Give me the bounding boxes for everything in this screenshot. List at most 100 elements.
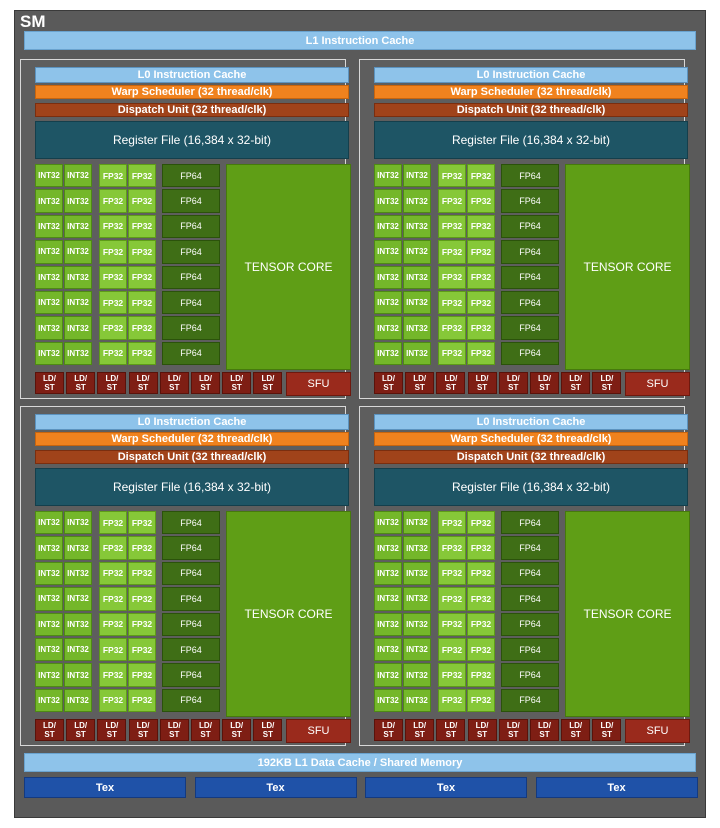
fp32-unit: FP32 — [438, 612, 466, 636]
int32-unit: INT32 — [35, 341, 63, 366]
processing-block-1: L0 Instruction Cache Warp Scheduler (32 t… — [20, 59, 351, 399]
int32-unit: INT32 — [64, 638, 92, 662]
tensor-core: TENSOR CORE — [226, 511, 351, 717]
fp64-unit: FP64 — [501, 341, 559, 366]
fp32-unit: FP32 — [128, 341, 156, 366]
ld-st-unit: LD/ ST — [467, 372, 497, 394]
fp32-unit: FP32 — [467, 341, 495, 366]
warp-scheduler: Warp Scheduler (32 thread/clk) — [374, 85, 688, 99]
ld-st-unit: LD/ ST — [191, 372, 220, 394]
fp32-unit: FP32 — [467, 536, 495, 560]
fp64-unit: FP64 — [162, 688, 220, 713]
warp-scheduler: Warp Scheduler (32 thread/clk) — [35, 85, 349, 99]
int32-unit: INT32 — [35, 291, 63, 315]
register-file: Register File (16,384 x 32-bit) — [374, 468, 688, 506]
fp32-unit: FP32 — [467, 164, 495, 188]
fp32-unit: FP32 — [128, 638, 156, 662]
processing-block-2: L0 Instruction Cache Warp Scheduler (32 t… — [359, 59, 690, 399]
ld-st-unit: LD/ ST — [97, 372, 127, 394]
int32-unit: INT32 — [35, 164, 63, 188]
ld-st-unit: LD/ ST — [159, 372, 189, 394]
int32-unit: INT32 — [374, 536, 402, 560]
int32-unit: INT32 — [64, 612, 92, 636]
texture-unit-2: Tex — [194, 777, 357, 798]
fp32-unit: FP32 — [467, 240, 495, 264]
processing-block-4: L0 Instruction Cache Warp Scheduler (32 t… — [359, 406, 690, 746]
int32-unit: INT32 — [403, 265, 431, 289]
int32-unit: INT32 — [403, 561, 431, 586]
processing-block-3: L0 Instruction Cache Warp Scheduler (32 t… — [20, 406, 351, 746]
int32-unit: INT32 — [374, 663, 402, 687]
fp32-unit: FP32 — [99, 638, 127, 662]
int32-unit: INT32 — [403, 536, 431, 560]
fp32-unit: FP32 — [128, 587, 156, 611]
ld-st-unit: LD/ ST — [530, 719, 559, 741]
int32-unit: INT32 — [403, 612, 431, 636]
int32-unit: INT32 — [374, 612, 402, 636]
fp32-unit: FP32 — [99, 214, 127, 239]
fp32-unit: FP32 — [467, 612, 495, 636]
fp32-unit: FP32 — [438, 316, 466, 340]
fp64-unit: FP64 — [501, 291, 559, 315]
fp32-unit: FP32 — [99, 240, 127, 264]
ld-st-unit: LD/ ST — [436, 719, 466, 741]
int32-unit: INT32 — [35, 265, 63, 289]
fp32-unit: FP32 — [128, 561, 156, 586]
ld-st-unit: LD/ ST — [405, 372, 435, 394]
int32-unit: INT32 — [35, 189, 63, 213]
int32-unit: INT32 — [403, 663, 431, 687]
register-file: Register File (16,384 x 32-bit) — [35, 468, 349, 506]
fp32-unit: FP32 — [128, 189, 156, 213]
fp32-unit: FP32 — [438, 341, 466, 366]
dispatch-unit: Dispatch Unit (32 thread/clk) — [35, 103, 349, 117]
int32-unit: INT32 — [64, 536, 92, 560]
int32-unit: INT32 — [35, 587, 63, 611]
warp-scheduler: Warp Scheduler (32 thread/clk) — [35, 432, 349, 446]
int32-unit: INT32 — [35, 688, 63, 713]
fp32-unit: FP32 — [438, 536, 466, 560]
int32-unit: INT32 — [35, 240, 63, 264]
dispatch-unit: Dispatch Unit (32 thread/clk) — [374, 103, 688, 117]
fp32-unit: FP32 — [438, 240, 466, 264]
fp64-unit: FP64 — [501, 638, 559, 662]
ld-st-unit: LD/ ST — [498, 719, 528, 741]
ld-st-unit: LD/ ST — [222, 372, 252, 394]
fp32-unit: FP32 — [438, 189, 466, 213]
fp64-unit: FP64 — [162, 291, 220, 315]
fp32-unit: FP32 — [99, 536, 127, 560]
int32-unit: INT32 — [374, 214, 402, 239]
fp32-unit: FP32 — [467, 189, 495, 213]
fp64-unit: FP64 — [501, 587, 559, 611]
int32-unit: INT32 — [403, 587, 431, 611]
fp32-unit: FP32 — [128, 536, 156, 560]
fp64-unit: FP64 — [162, 561, 220, 586]
fp32-unit: FP32 — [99, 316, 127, 340]
fp32-unit: FP32 — [128, 663, 156, 687]
int32-unit: INT32 — [35, 214, 63, 239]
int32-unit: INT32 — [64, 316, 92, 340]
int32-unit: INT32 — [35, 612, 63, 636]
int32-unit: INT32 — [374, 316, 402, 340]
tensor-core: TENSOR CORE — [565, 511, 690, 717]
sfu-unit: SFU — [286, 372, 351, 396]
int32-unit: INT32 — [403, 240, 431, 264]
sfu-unit: SFU — [625, 372, 690, 396]
sm-label: SM — [20, 12, 46, 31]
int32-unit: INT32 — [64, 511, 92, 535]
int32-unit: INT32 — [35, 511, 63, 535]
fp32-unit: FP32 — [128, 265, 156, 289]
fp64-unit: FP64 — [501, 214, 559, 239]
l1-instruction-cache: L1 Instruction Cache — [24, 31, 696, 50]
int32-unit: INT32 — [374, 341, 402, 366]
int32-unit: INT32 — [374, 561, 402, 586]
int32-unit: INT32 — [374, 240, 402, 264]
int32-unit: INT32 — [403, 688, 431, 713]
fp64-unit: FP64 — [162, 164, 220, 188]
ld-st-unit: LD/ ST — [436, 372, 466, 394]
fp32-unit: FP32 — [467, 214, 495, 239]
int32-unit: INT32 — [374, 291, 402, 315]
l0-instruction-cache: L0 Instruction Cache — [374, 67, 688, 83]
int32-unit: INT32 — [374, 511, 402, 535]
tensor-core: TENSOR CORE — [565, 164, 690, 370]
ld-st-unit: LD/ ST — [35, 372, 64, 394]
